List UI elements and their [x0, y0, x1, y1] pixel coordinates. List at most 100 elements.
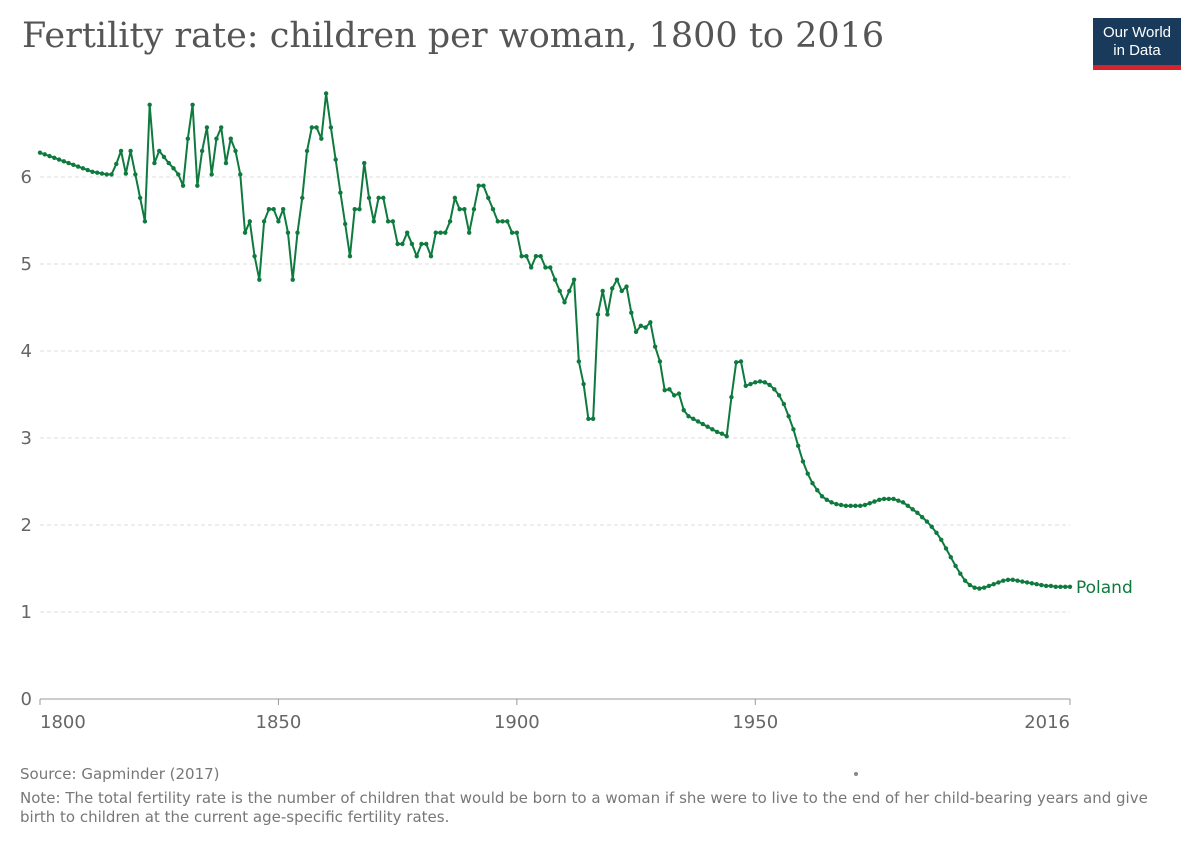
data-point-1829[interactable]: [176, 172, 181, 177]
data-point-1992[interactable]: [953, 563, 958, 569]
data-point-1864[interactable]: [342, 221, 348, 227]
data-point-1845[interactable]: [252, 253, 257, 259]
data-point-1810[interactable]: [85, 167, 90, 173]
data-point-1935[interactable]: [681, 407, 686, 413]
data-point-1921[interactable]: [614, 277, 620, 282]
data-point-2002[interactable]: [1001, 578, 1006, 583]
data-point-1946[interactable]: [734, 360, 739, 365]
data-point-1877[interactable]: [404, 230, 410, 235]
data-point-1965[interactable]: [824, 497, 830, 502]
data-point-1902[interactable]: [524, 253, 529, 259]
data-point-2005[interactable]: [1015, 578, 1020, 583]
data-point-1892[interactable]: [476, 183, 481, 188]
data-point-1947[interactable]: [738, 359, 744, 364]
data-point-1906[interactable]: [543, 265, 548, 270]
data-point-1860[interactable]: [323, 91, 329, 96]
data-point-1822[interactable]: [142, 219, 148, 224]
data-point-1985[interactable]: [919, 514, 925, 520]
data-point-1855[interactable]: [300, 195, 305, 201]
data-point-1990[interactable]: [943, 546, 949, 551]
data-point-1879[interactable]: [414, 253, 419, 259]
data-point-2010[interactable]: [1039, 582, 1044, 588]
data-point-1979[interactable]: [891, 496, 896, 502]
data-point-1823[interactable]: [147, 102, 152, 107]
data-point-1811[interactable]: [90, 169, 95, 174]
data-point-1816[interactable]: [114, 161, 119, 167]
data-point-1914[interactable]: [581, 381, 586, 387]
data-point-1895[interactable]: [490, 206, 496, 212]
data-point-1841[interactable]: [233, 148, 238, 154]
data-point-1883[interactable]: [433, 230, 438, 235]
data-point-1904[interactable]: [533, 253, 539, 259]
data-point-1831[interactable]: [185, 136, 191, 141]
data-point-1986[interactable]: [924, 519, 930, 524]
data-point-1857[interactable]: [309, 125, 315, 130]
data-point-1894[interactable]: [486, 195, 491, 201]
data-point-1958[interactable]: [791, 427, 796, 432]
data-point-1821[interactable]: [137, 195, 143, 201]
data-point-1853[interactable]: [290, 277, 295, 282]
data-point-1890[interactable]: [466, 230, 472, 235]
data-point-1818[interactable]: [123, 171, 129, 176]
data-point-1977[interactable]: [881, 496, 887, 502]
data-point-1830[interactable]: [180, 183, 186, 188]
data-point-1827[interactable]: [166, 160, 171, 166]
data-point-1905[interactable]: [538, 253, 543, 259]
data-point-1994[interactable]: [962, 578, 968, 583]
data-point-1878[interactable]: [409, 241, 415, 247]
data-point-1842[interactable]: [238, 172, 243, 177]
data-point-1917[interactable]: [595, 312, 601, 317]
data-point-1975[interactable]: [872, 499, 877, 504]
data-point-1919[interactable]: [605, 312, 610, 317]
data-point-1850[interactable]: [276, 219, 281, 224]
data-point-1839[interactable]: [223, 160, 229, 166]
data-point-2000[interactable]: [991, 581, 996, 587]
data-point-1999[interactable]: [986, 583, 992, 589]
data-point-1938[interactable]: [695, 419, 701, 424]
data-point-1948[interactable]: [743, 383, 748, 388]
data-point-1885[interactable]: [443, 230, 448, 235]
data-point-2006[interactable]: [1020, 579, 1025, 584]
data-point-1809[interactable]: [80, 166, 86, 171]
data-point-1899[interactable]: [509, 230, 515, 235]
data-point-1813[interactable]: [99, 171, 105, 176]
data-point-2013[interactable]: [1053, 584, 1058, 589]
data-point-1967[interactable]: [834, 501, 839, 507]
data-point-1869[interactable]: [366, 195, 372, 201]
data-point-1828[interactable]: [171, 166, 176, 171]
data-point-1824[interactable]: [152, 160, 157, 166]
data-point-1851[interactable]: [280, 206, 286, 212]
data-point-1927[interactable]: [643, 325, 648, 330]
data-point-1838[interactable]: [219, 125, 224, 130]
data-point-2001[interactable]: [996, 580, 1001, 585]
data-point-2014[interactable]: [1058, 584, 1063, 589]
data-point-1970[interactable]: [848, 503, 853, 509]
data-point-1909[interactable]: [557, 288, 562, 294]
data-point-1934[interactable]: [676, 391, 682, 396]
data-point-1814[interactable]: [104, 172, 109, 177]
data-point-1950[interactable]: [753, 380, 758, 385]
data-point-1861[interactable]: [328, 125, 334, 130]
data-point-1826[interactable]: [161, 154, 167, 160]
data-point-1936[interactable]: [686, 414, 691, 419]
data-point-1918[interactable]: [600, 288, 605, 294]
data-point-1882[interactable]: [428, 253, 434, 259]
data-point-1916[interactable]: [590, 416, 596, 422]
data-point-1920[interactable]: [610, 286, 615, 291]
data-point-1815[interactable]: [109, 172, 114, 177]
data-point-1982[interactable]: [905, 503, 911, 509]
data-point-1997[interactable]: [977, 586, 982, 591]
data-point-1807[interactable]: [71, 162, 76, 168]
data-point-2009[interactable]: [1034, 581, 1039, 587]
data-point-1949[interactable]: [748, 381, 753, 387]
data-point-1973[interactable]: [862, 502, 868, 508]
data-point-1912[interactable]: [571, 277, 577, 282]
data-point-1960[interactable]: [800, 459, 806, 464]
data-point-1991[interactable]: [948, 554, 953, 560]
data-point-1926[interactable]: [638, 323, 644, 328]
data-point-1803[interactable]: [52, 155, 57, 161]
data-point-1913[interactable]: [576, 359, 582, 364]
data-point-1848[interactable]: [266, 206, 272, 212]
data-point-1835[interactable]: [204, 125, 210, 130]
data-point-1825[interactable]: [157, 148, 162, 154]
